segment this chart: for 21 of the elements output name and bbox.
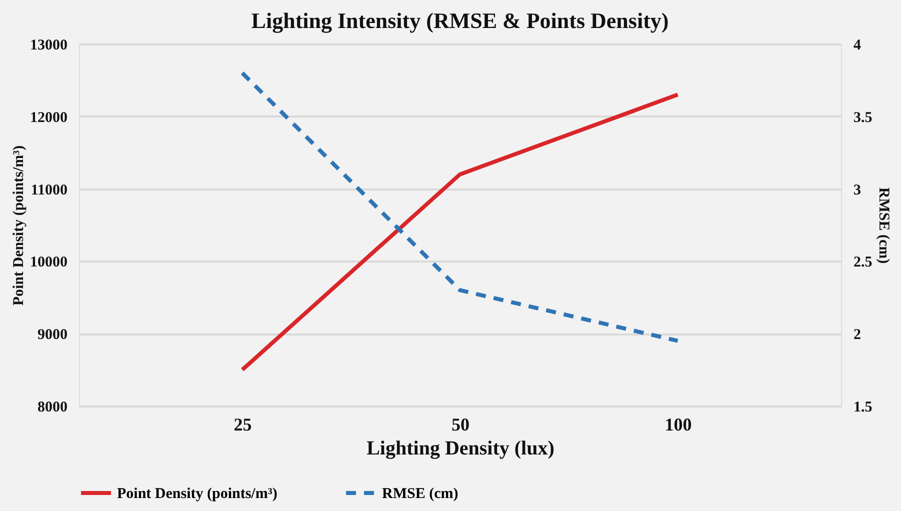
y2-axis-title: RMSE (cm) [875, 187, 892, 264]
y-tick-label: 11000 [30, 182, 68, 198]
y-axis-title: Point Density (points/m³) [11, 145, 27, 306]
x-tick-label: 25 [234, 414, 252, 434]
y-tick-label: 10000 [30, 254, 68, 271]
legend-label: RMSE (cm) [382, 486, 458, 502]
y2-tick-label: 4 [854, 38, 862, 54]
x-tick-label: 50 [452, 414, 470, 434]
y-tick-label: 8000 [38, 400, 68, 416]
y-tick-label: 12000 [30, 110, 68, 126]
y-tick-label: 9000 [38, 327, 68, 344]
x-tick-label: 100 [664, 414, 692, 434]
y-tick-label: 13000 [30, 38, 68, 54]
y2-tick-label: 3.5 [854, 110, 872, 126]
y2-tick-label: 3 [854, 182, 861, 198]
y2-tick-label: 2 [854, 327, 861, 344]
legend-label: Point Density (points/m³) [117, 486, 278, 502]
y2-tick-label: 1.5 [854, 400, 872, 416]
chart-title: Lighting Intensity (RMSE & Points Density) [251, 8, 669, 33]
x-axis-title: Lighting Density (lux) [366, 438, 554, 460]
y2-tick-label: 2.5 [854, 254, 872, 271]
